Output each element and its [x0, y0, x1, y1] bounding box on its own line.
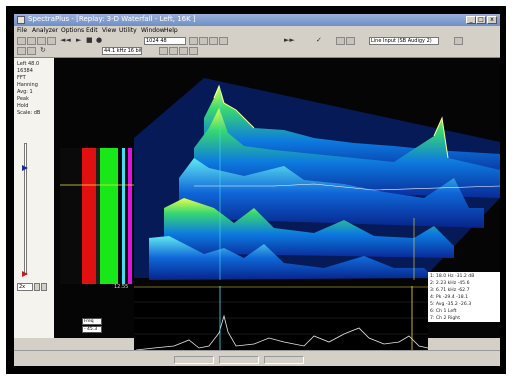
menu-edit[interactable]: Edit	[86, 27, 98, 34]
info-line: Avg: 1	[17, 89, 33, 95]
time-readout: 12.55	[114, 284, 129, 290]
status-cell	[219, 356, 259, 364]
play-icon[interactable]: ►	[76, 36, 82, 44]
menu-utility[interactable]: Utility	[119, 27, 137, 34]
spectrogram-button[interactable]	[169, 47, 178, 55]
legend-line: 4: Pk -29.4 -18.1	[430, 295, 469, 300]
input-device-select[interactable]: Line Input (SB Audigy 2)	[369, 37, 439, 45]
minimize-button[interactable]: _	[466, 16, 476, 24]
plot-3d-button[interactable]	[179, 47, 188, 55]
scope-button[interactable]	[199, 37, 208, 45]
menu-window[interactable]: Window	[141, 27, 165, 34]
maximize-icon: □	[478, 16, 484, 23]
marker-legend: 1: 18.0 Hz -31.2 dB 2: 2.23 kHz -45.6 3:…	[428, 272, 500, 322]
loop-icon[interactable]: ↻	[40, 46, 46, 54]
legend-line: 1: 18.0 Hz -31.2 dB	[430, 274, 475, 279]
waterfall-trace	[213, 84, 255, 129]
window-title: SpectraPlus - [Replay: 3-D Waterfall - L…	[28, 15, 196, 23]
slider-thumb-upper[interactable]	[22, 165, 28, 171]
print-button[interactable]	[47, 37, 56, 45]
readout-box-freq[interactable]: Freq	[82, 318, 102, 325]
spectrogram-band-cyan	[122, 148, 125, 284]
record-icon[interactable]: ●	[96, 36, 103, 44]
zoom-field[interactable]: 2x	[17, 283, 33, 291]
save-button[interactable]	[37, 37, 46, 45]
info-line: Left 48.0	[17, 61, 40, 67]
minimize-icon: _	[469, 16, 473, 23]
waterfall-ridge	[164, 198, 454, 258]
spectrum-panel	[134, 286, 428, 352]
app-window: SpectraPlus - [Replay: 3-D Waterfall - L…	[14, 14, 500, 366]
app-icon[interactable]	[17, 16, 25, 24]
maximize-button[interactable]: □	[476, 16, 486, 24]
color-button[interactable]	[189, 47, 198, 55]
info-line: FFT	[17, 75, 26, 81]
menu-bar: File Analyzer Options Edit View Utility …	[14, 26, 500, 35]
menu-help[interactable]: Help	[164, 27, 178, 34]
spectrum-button[interactable]	[209, 37, 218, 45]
legend-line: 7: Ch 2 Right	[430, 316, 460, 321]
info-line: Peak	[17, 96, 29, 102]
rewind-icon[interactable]: ◄◄	[60, 36, 71, 44]
zoom-button[interactable]	[27, 47, 36, 55]
waterfall-trace	[433, 116, 449, 159]
legend-line: 5: Avg -35.2 -26.3	[430, 302, 472, 307]
legend-line: 2: 2.23 kHz -45.6	[430, 281, 470, 286]
menu-options[interactable]: Options	[61, 27, 85, 34]
help-button[interactable]	[454, 37, 463, 45]
menu-analyzer[interactable]: Analyzer	[32, 27, 59, 34]
info-panel: Left 48.0 16384 FFT Hanning Avg: 1 Peak …	[14, 58, 54, 338]
info-line: 16384	[17, 68, 33, 74]
settings-button[interactable]	[189, 37, 198, 45]
spectrogram-band-dark	[96, 148, 100, 284]
cursor-button[interactable]	[17, 47, 26, 55]
status-cell	[174, 356, 214, 364]
device-button[interactable]	[336, 37, 345, 45]
close-icon: x	[490, 16, 494, 23]
info-line: Hanning	[17, 82, 38, 88]
stop-icon[interactable]: ■	[86, 36, 93, 44]
status-cell	[264, 356, 304, 364]
readout-box-level[interactable]: - 45.3	[82, 326, 102, 333]
close-button[interactable]: x	[487, 16, 497, 24]
spectrogram-band-red	[82, 148, 96, 284]
zoom-spin-up[interactable]	[41, 283, 47, 291]
legend-line: 6: Ch 1 Left	[430, 309, 457, 314]
check-icon[interactable]: ✓	[316, 36, 322, 44]
waterfall-button[interactable]	[159, 47, 168, 55]
mixer-button[interactable]	[346, 37, 355, 45]
spectrogram-band-magenta	[128, 148, 132, 284]
phase-button[interactable]	[219, 37, 228, 45]
ffwd-icon[interactable]: ►►	[284, 36, 295, 44]
zoom-spin-down[interactable]	[34, 283, 40, 291]
sample-field[interactable]: 1024 48	[144, 37, 186, 45]
status-bar	[14, 350, 500, 366]
title-bar[interactable]: SpectraPlus - [Replay: 3-D Waterfall - L…	[14, 14, 500, 26]
format-field[interactable]: 44.1 kHz 16 bit	[102, 47, 142, 55]
waterfall-plot[interactable]	[14, 58, 500, 358]
menu-file[interactable]: File	[17, 27, 28, 34]
new-button[interactable]	[17, 37, 26, 45]
spectrogram-band-green	[100, 148, 118, 284]
slider-thumb-lower[interactable]	[22, 271, 28, 277]
legend-line: 3: 6.71 kHz -62.7	[430, 288, 470, 293]
open-button[interactable]	[27, 37, 36, 45]
menu-view[interactable]: View	[102, 27, 117, 34]
info-line: Hold	[17, 103, 29, 109]
info-line: Scale: dB	[17, 110, 41, 116]
waterfall-trace	[194, 183, 500, 191]
toolbar: ◄◄ ► ■ ● 1024 48 ►► ✓ Line Input (SB Aud…	[14, 35, 500, 58]
spectrum-trace	[135, 314, 429, 351]
